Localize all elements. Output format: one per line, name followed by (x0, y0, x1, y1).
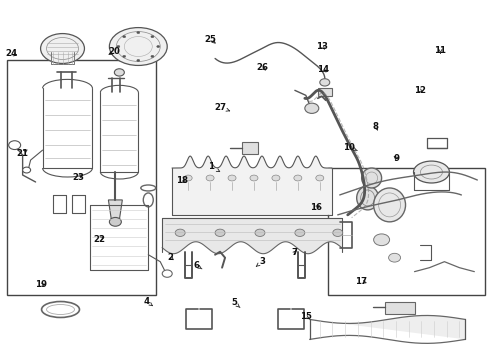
Bar (318, 88, 332, 96)
Text: 8: 8 (373, 122, 379, 131)
Text: 21: 21 (17, 149, 29, 158)
Text: 22: 22 (94, 235, 105, 244)
Circle shape (255, 229, 265, 237)
Circle shape (272, 175, 280, 181)
Circle shape (320, 79, 330, 86)
Polygon shape (108, 200, 122, 220)
Ellipse shape (357, 186, 379, 210)
Text: 6: 6 (193, 261, 202, 270)
Text: 16: 16 (310, 203, 322, 212)
Polygon shape (310, 315, 466, 339)
Bar (242, 142, 258, 154)
Circle shape (122, 55, 126, 58)
Ellipse shape (41, 33, 84, 63)
Ellipse shape (362, 168, 382, 188)
Circle shape (295, 229, 305, 237)
Text: 5: 5 (231, 298, 240, 307)
Polygon shape (172, 156, 332, 215)
Text: 24: 24 (5, 49, 18, 58)
Circle shape (184, 175, 192, 181)
Text: 13: 13 (316, 42, 328, 51)
Text: 4: 4 (143, 297, 152, 306)
Circle shape (389, 253, 400, 262)
Text: 17: 17 (355, 276, 368, 285)
Text: 7: 7 (292, 248, 298, 257)
Circle shape (137, 59, 140, 62)
Circle shape (215, 229, 225, 237)
Text: 19: 19 (35, 280, 47, 289)
Circle shape (206, 175, 214, 181)
Circle shape (151, 36, 154, 38)
Bar (7, 60, 156, 294)
Text: 27: 27 (215, 103, 230, 112)
Text: 18: 18 (176, 176, 189, 185)
Text: 2: 2 (168, 253, 174, 262)
Circle shape (294, 175, 302, 181)
Circle shape (151, 55, 154, 58)
Circle shape (374, 234, 390, 246)
Text: 10: 10 (343, 143, 357, 152)
Ellipse shape (374, 188, 406, 222)
Text: 20: 20 (108, 47, 120, 56)
Circle shape (333, 229, 343, 237)
Text: 25: 25 (205, 35, 217, 44)
Text: 12: 12 (414, 86, 426, 95)
Text: 3: 3 (256, 257, 265, 266)
Text: 14: 14 (317, 65, 329, 74)
Text: 11: 11 (435, 46, 446, 55)
Circle shape (109, 217, 122, 226)
Bar (328, 168, 485, 294)
Bar (385, 302, 415, 315)
Circle shape (228, 175, 236, 181)
Circle shape (122, 36, 126, 38)
Text: 23: 23 (72, 173, 84, 182)
Circle shape (114, 69, 124, 76)
Polygon shape (162, 218, 342, 254)
Circle shape (157, 45, 160, 48)
Circle shape (250, 175, 258, 181)
Circle shape (162, 270, 172, 277)
Ellipse shape (109, 28, 167, 66)
Circle shape (305, 103, 319, 113)
Circle shape (117, 45, 120, 48)
Circle shape (175, 229, 185, 237)
Circle shape (23, 167, 30, 173)
Ellipse shape (414, 161, 449, 183)
Circle shape (9, 141, 21, 149)
Circle shape (316, 175, 324, 181)
Text: 15: 15 (300, 312, 312, 321)
Text: 26: 26 (256, 63, 268, 72)
Text: 1: 1 (208, 162, 220, 172)
Text: 9: 9 (393, 154, 399, 163)
Circle shape (137, 31, 140, 34)
